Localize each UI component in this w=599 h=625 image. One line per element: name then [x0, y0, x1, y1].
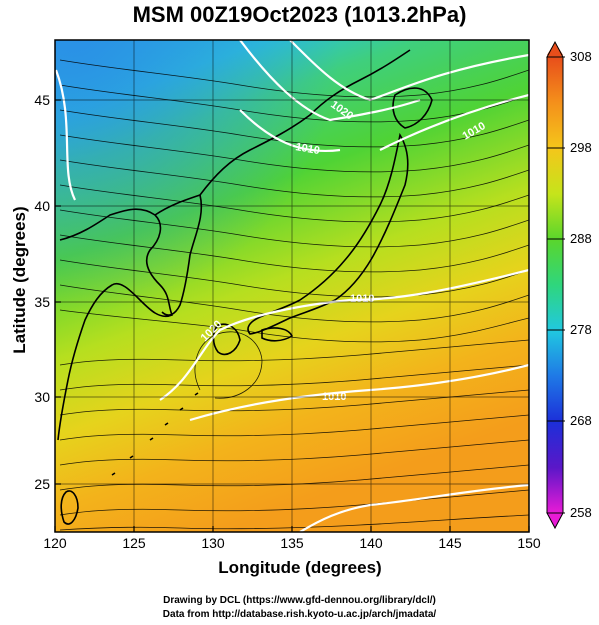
x-tick-label: 145: [438, 535, 462, 551]
colorbar-tick-label: 258: [570, 505, 592, 520]
y-tick-label: 40: [34, 198, 50, 214]
x-axis-title: Longitude (degrees): [218, 558, 382, 577]
credit-data: Data from http://database.rish.kyoto-u.a…: [162, 609, 437, 620]
colorbar-tick-label: 268: [570, 413, 592, 428]
pressure-contours: [55, 40, 529, 532]
x-tick-label: 140: [359, 535, 383, 551]
x-tick-label: 130: [201, 535, 225, 551]
y-tick-label: 25: [34, 476, 50, 492]
graticule: [55, 40, 529, 532]
colorbar-tick-label: 288: [570, 231, 592, 246]
colorbar-bar: [546, 56, 564, 514]
colorbar: [546, 40, 565, 530]
colorbar-top-arrow: [546, 40, 564, 58]
colorbar-tick-label: 298: [570, 140, 592, 155]
y-tick-label: 30: [34, 389, 50, 405]
colorbar-bottom-arrow: [546, 512, 564, 530]
x-tick-label: 150: [517, 535, 541, 551]
colorbar-tick-label: 308: [570, 49, 592, 64]
map-title: MSM 00Z19Oct2023 (1013.2hPa): [132, 2, 467, 27]
credit-drawing: Drawing by DCL (https://www.gfd-dennou.o…: [163, 595, 436, 606]
contour-label: 1010: [294, 141, 320, 157]
x-tick-label: 125: [122, 535, 146, 551]
axis-ticks: [54, 99, 530, 532]
coastlines: [57, 49, 433, 525]
y-axis-title: Latitude (degrees): [10, 206, 29, 354]
wind-streamlines: [59, 59, 529, 531]
y-tick-label: 45: [34, 92, 50, 108]
x-tick-label: 135: [280, 535, 304, 551]
x-tick-label: 120: [43, 535, 67, 551]
y-tick-label: 35: [34, 294, 50, 310]
colorbar-tick-label: 278: [570, 322, 592, 337]
